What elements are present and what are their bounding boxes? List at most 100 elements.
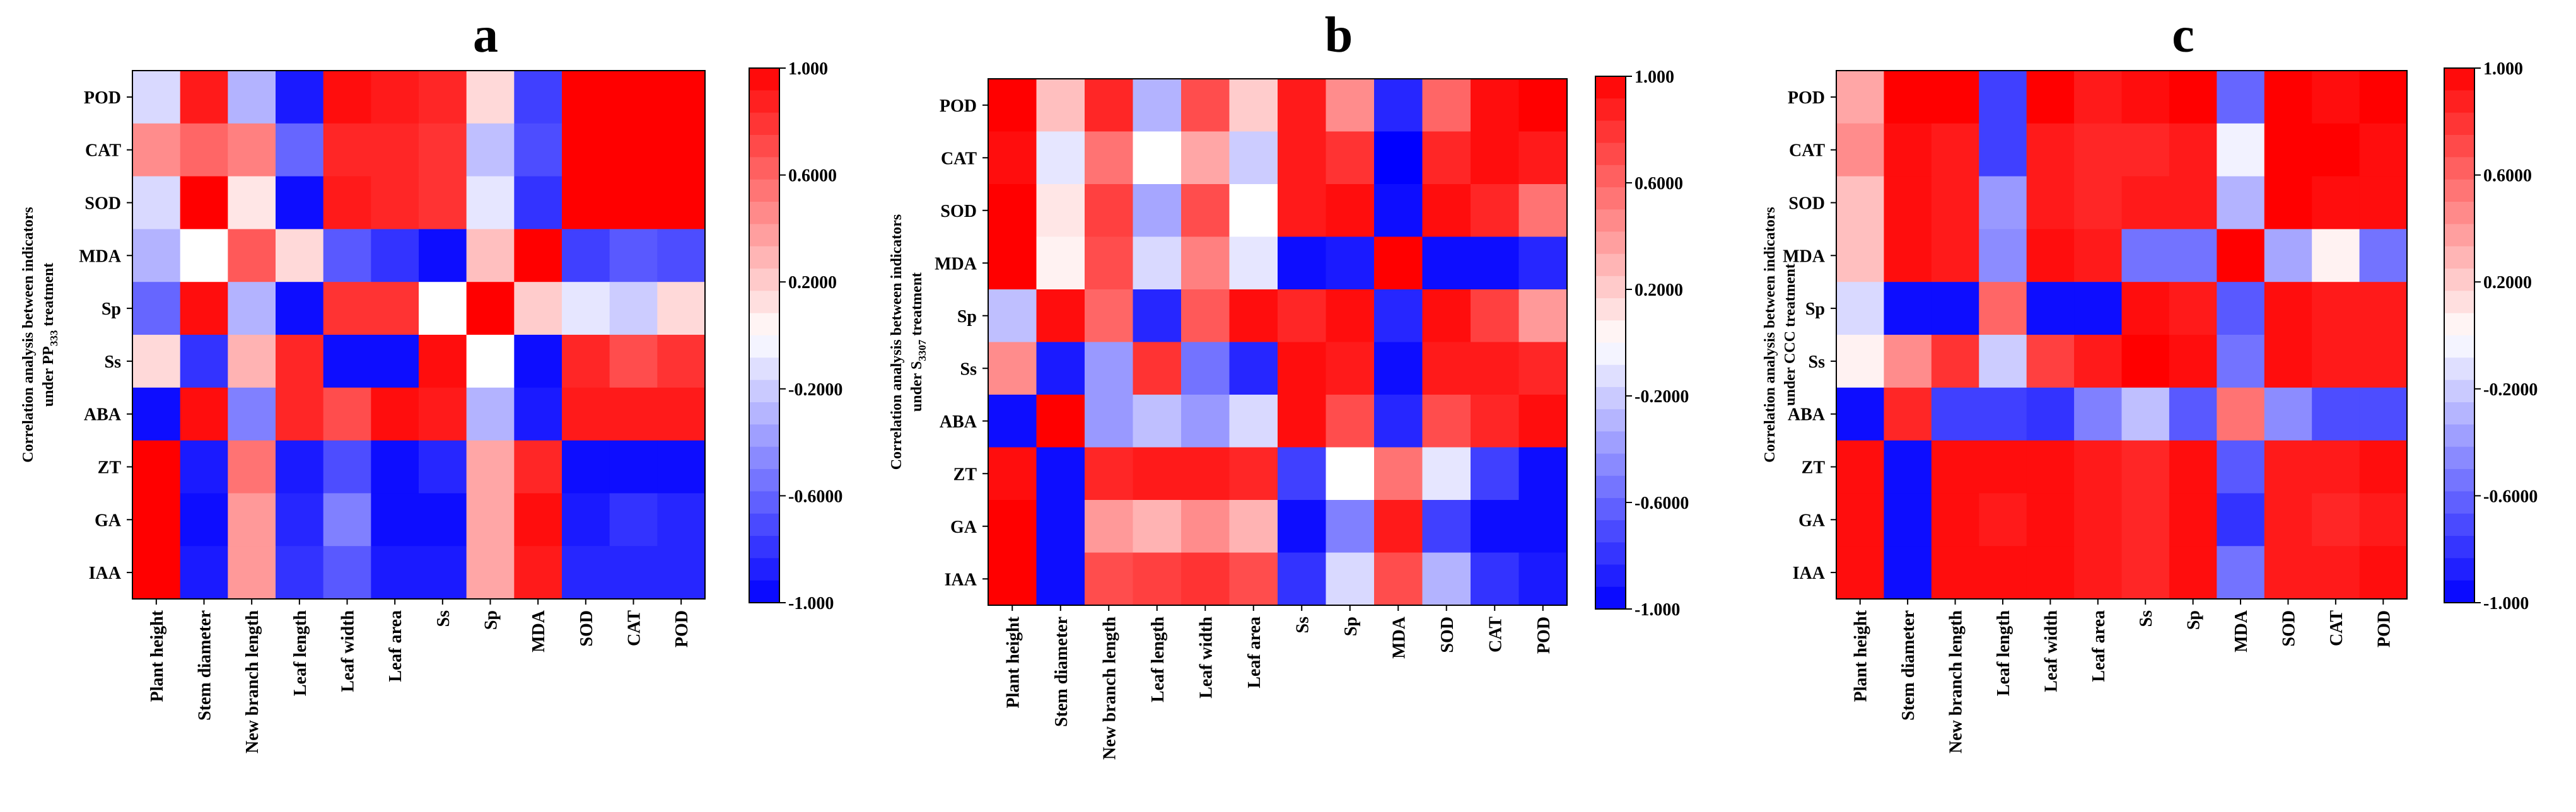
col-label: Plant height <box>1003 616 1023 708</box>
colorbar-step <box>749 313 779 336</box>
heatmap-cell <box>657 387 706 441</box>
heatmap-cell <box>276 71 324 124</box>
heatmap-cell <box>1374 500 1423 554</box>
colorbar-step <box>749 68 779 91</box>
heatmap-cell <box>1471 184 1520 238</box>
heatmap-cell <box>132 229 181 282</box>
heatmap-cell <box>323 176 371 229</box>
colorbar-tick-label: -0.6000 <box>1635 494 1689 513</box>
colorbar-step <box>749 446 779 470</box>
heatmap-cell <box>2217 71 2265 124</box>
y-axis-title-line2: under CCC treatment <box>1782 264 1798 406</box>
heatmap-cell <box>2026 229 2075 282</box>
heatmap-cell <box>466 335 515 388</box>
row-label: POD <box>1788 88 1825 108</box>
heatmap-cell <box>1085 289 1134 343</box>
heatmap-cell <box>1836 282 1885 335</box>
heatmap-cell <box>1278 289 1327 343</box>
col-label: SOD <box>1438 617 1457 653</box>
heatmap-cell <box>1374 552 1423 606</box>
heatmap-cell <box>1374 236 1423 290</box>
heatmap-cell <box>2074 176 2123 229</box>
heatmap-cell <box>1133 395 1182 448</box>
heatmap-cell <box>371 176 419 229</box>
y-axis-title-line2: under PP333 treatment <box>40 263 60 407</box>
heatmap-cell <box>1229 131 1278 185</box>
row-label: GA <box>950 518 977 537</box>
colorbar-c: 1.000 0.6000 0.2000 -0.2000 -0.6000 -1.000 <box>2444 59 2538 613</box>
heatmap-cell <box>1422 184 1471 238</box>
heatmap-cell <box>1422 500 1471 554</box>
row-label: ZT <box>1802 458 1826 478</box>
heatmap-cell <box>562 546 610 600</box>
heatmap-cell <box>1836 440 1885 494</box>
heatmap-cell <box>2169 387 2217 441</box>
heatmap-cell <box>276 176 324 229</box>
heatmap-cell <box>276 229 324 282</box>
heatmap-cell <box>1229 184 1278 238</box>
col-label: Ss <box>1293 617 1312 634</box>
heatmap-cell <box>2026 282 2075 335</box>
heatmap-cell <box>2074 335 2123 388</box>
heatmap-cell <box>2264 176 2312 229</box>
heatmap-cell <box>609 229 658 282</box>
heatmap-cell <box>419 229 467 282</box>
heatmap-cell <box>514 176 562 229</box>
colorbar-step <box>1595 209 1626 233</box>
colorbar-step <box>749 246 779 269</box>
heatmap-cell <box>657 176 706 229</box>
col-label: POD <box>672 610 692 647</box>
heatmap-cell <box>1979 335 2027 388</box>
colorbar-tick-label: 1.000 <box>1635 67 1674 87</box>
heatmap-cell <box>323 71 371 124</box>
colorbar-step <box>1595 298 1626 321</box>
heatmap-cell <box>132 176 181 229</box>
heatmap-cell <box>1278 79 1327 132</box>
colorbar-step <box>1595 409 1626 432</box>
col-label: Stem diameter <box>1899 610 1918 721</box>
row-label: SOD <box>1788 194 1825 214</box>
heatmap-cell <box>1836 335 1885 388</box>
heatmap-cell <box>371 282 419 335</box>
heatmap-cell <box>1471 236 1520 290</box>
heatmap-cell <box>2169 282 2217 335</box>
heatmap-cell <box>419 282 467 335</box>
heatmap-cell <box>2074 493 2123 547</box>
row-label: Ss <box>960 359 977 379</box>
heatmap-cell <box>2217 282 2265 335</box>
heatmap-cell <box>371 71 419 124</box>
heatmap-cell <box>2169 176 2217 229</box>
row-label: Ss <box>105 352 122 372</box>
heatmap-cell <box>1836 493 1885 547</box>
heatmap-cell <box>2026 387 2075 441</box>
heatmap-cell <box>514 71 562 124</box>
heatmap-cell <box>2312 282 2360 335</box>
plot-frame <box>1836 70 2408 600</box>
heatmap-cell <box>1836 71 1885 124</box>
heatmap-cell <box>2359 176 2408 229</box>
heatmap-cell <box>1229 79 1278 132</box>
heatmap-cell <box>1979 229 2027 282</box>
heatmap-cell <box>1471 79 1520 132</box>
colorbar-tick-label: 1.000 <box>2483 59 2523 79</box>
heatmap-cell <box>2312 546 2360 600</box>
heatmap-cell <box>1884 546 1932 600</box>
colorbar-step <box>2444 246 2474 269</box>
heatmap-cell <box>371 335 419 388</box>
colorbar-step <box>749 491 779 514</box>
heatmap-cell <box>2312 493 2360 547</box>
heatmap-cell <box>2026 335 2075 388</box>
heatmap-cell <box>180 335 228 388</box>
heatmap-cell <box>988 395 1037 448</box>
heatmap-cell <box>1518 552 1568 606</box>
colorbar-step <box>1595 431 1626 455</box>
heatmap-cell <box>1518 342 1568 395</box>
colorbar-a: 1.000 0.6000 0.2000 -0.2000 -0.6000 -1.000 <box>749 59 842 613</box>
y-axis-title-line1: Correlation analysis between indicators <box>1762 207 1778 463</box>
heatmap-cell <box>1326 447 1375 501</box>
heatmap-cell <box>1085 131 1134 185</box>
heatmap-cell <box>1518 395 1568 448</box>
heatmap-cell <box>2121 440 2170 494</box>
heatmap-cell <box>132 493 181 547</box>
colorbar-step <box>2444 135 2474 158</box>
